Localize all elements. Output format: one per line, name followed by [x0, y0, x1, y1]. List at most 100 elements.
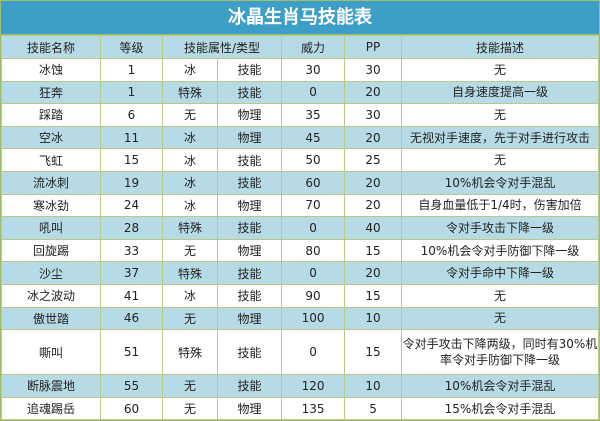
cell-type: 技能 [216, 58, 283, 82]
cell-attr: 冰 [162, 170, 218, 195]
table-row: 狂奔 1 特殊 技能 0 20 自身速度提高一级 [1, 80, 599, 105]
cell-desc: 无 [401, 58, 599, 82]
cell-pp: 20 [344, 80, 403, 105]
cell-type: 物理 [216, 306, 283, 331]
table-row: 踩踏 6 无物理 35 30 无 [1, 103, 599, 127]
cell-power: 80 [281, 238, 346, 263]
cell-attr: 无 [162, 306, 218, 331]
cell-desc: 自身血量低于1/4时，伤害加倍 [401, 193, 599, 218]
table-row: 飞虹 15 冰技能 50 25 无 [1, 148, 599, 172]
cell-type: 技能 [216, 80, 283, 105]
cell-pp: 10 [344, 306, 403, 331]
cell-level: 15 [100, 148, 163, 172]
cell-pp: 30 [344, 58, 403, 82]
cell-type: 物理 [216, 125, 283, 150]
cell-type: 物理 [216, 103, 283, 127]
cell-pp: 30 [344, 103, 403, 127]
header-power: 威力 [281, 35, 346, 59]
cell-pp: 10 [344, 374, 403, 398]
cell-level: 41 [100, 283, 163, 308]
cell-power: 30 [281, 58, 346, 82]
cell-desc: 无 [401, 148, 599, 172]
cell-desc: 令对手命中下降一级 [401, 261, 599, 285]
table-row: 流冰刺 19 冰技能 60 20 10%机会令对手混乱 [1, 170, 599, 195]
cell-type: 技能 [216, 170, 283, 195]
header-name: 技能名称 [1, 35, 101, 59]
cell-level: 51 [100, 329, 163, 376]
cell-attr: 冰 [162, 193, 218, 218]
table-row: 回旋踢 33 无物理 80 15 10%机会令对手防御下降一级 [1, 238, 599, 263]
cell-desc: 无 [401, 306, 599, 331]
cell-desc: 无 [401, 283, 599, 308]
cell-type: 技能 [216, 148, 283, 172]
cell-pp: 20 [344, 193, 403, 218]
cell-name: 飞虹 [1, 148, 101, 172]
cell-name: 吼叫 [1, 216, 101, 240]
cell-name: 寒冰劲 [1, 193, 101, 218]
table-row: 空冰 11 冰物理 45 20 无视对手速度，先于对手进行攻击 [1, 125, 599, 150]
cell-name: 空冰 [1, 125, 101, 150]
cell-type: 技能 [216, 216, 283, 240]
cell-pp: 15 [344, 329, 403, 376]
cell-power: 0 [281, 329, 346, 376]
cell-level: 46 [100, 306, 163, 331]
cell-name: 冰蚀 [1, 58, 101, 82]
cell-level: 6 [100, 103, 163, 127]
cell-attr: 特殊 [162, 80, 218, 105]
cell-attr: 冰 [162, 283, 218, 308]
cell-power: 90 [281, 283, 346, 308]
cell-pp: 20 [344, 170, 403, 195]
cell-desc: 10%机会令对手混乱 [401, 374, 599, 398]
cell-attr: 特殊 [162, 216, 218, 240]
cell-level: 28 [100, 216, 163, 240]
cell-name: 流冰刺 [1, 170, 101, 195]
cell-pp: 20 [344, 125, 403, 150]
table-row: 吼叫 28 特殊 技能 0 40 令对手攻击下降一级 [1, 216, 599, 240]
cell-level: 55 [100, 374, 163, 398]
cell-desc: 自身速度提高一级 [401, 80, 599, 105]
cell-name: 冰之波动 [1, 283, 101, 308]
cell-level: 1 [100, 58, 163, 82]
cell-attr: 特殊 [162, 329, 218, 376]
cell-attr: 冰 [162, 148, 218, 172]
cell-type: 技能 [216, 283, 283, 308]
cell-power: 50 [281, 148, 346, 172]
cell-name: 傲世踏 [1, 306, 101, 331]
cell-desc: 令对手攻击下降一级 [401, 216, 599, 240]
cell-name: 沙尘 [1, 261, 101, 285]
header-desc: 技能描述 [401, 35, 599, 59]
header-attr-type: 技能属性/类型 [161, 35, 283, 59]
cell-type: 技能 [216, 329, 283, 376]
cell-type: 技能 [216, 261, 283, 285]
cell-level: 24 [100, 193, 163, 218]
cell-power: 0 [281, 80, 346, 105]
cell-power: 100 [281, 306, 346, 331]
table-row: 寒冰劲 24 冰物理 70 20 自身血量低于1/4时，伤害加倍 [1, 193, 599, 218]
table-row: 傲世踏 46 无物理 100 10 无 [1, 306, 599, 331]
cell-pp: 15 [344, 238, 403, 263]
cell-type: 物理 [216, 193, 283, 218]
cell-name: 狂奔 [1, 80, 101, 105]
cell-power: 45 [281, 125, 346, 150]
table-row: 冰之波动 41 冰技能 90 15 无 [1, 283, 599, 308]
table-row: 冰蚀 1 冰技能 30 30 无 [1, 58, 599, 82]
header-pp: PP [344, 35, 403, 59]
table-title: 冰晶生肖马技能表 [1, 1, 599, 35]
cell-power: 0 [281, 216, 346, 240]
cell-level: 11 [100, 125, 163, 150]
cell-level: 19 [100, 170, 163, 195]
cell-attr: 冰 [162, 58, 218, 82]
cell-desc: 无 [401, 103, 599, 127]
cell-type: 物理 [216, 238, 283, 263]
cell-name: 断脉震地 [1, 374, 101, 398]
cell-power: 35 [281, 103, 346, 127]
cell-power: 70 [281, 193, 346, 218]
cell-attr: 冰 [162, 125, 218, 150]
cell-level: 37 [100, 261, 163, 285]
cell-attr: 特殊 [162, 261, 218, 285]
cell-desc: 令对手攻击下降两级，同时有30%机率令对手防御下降一级 [401, 329, 599, 376]
cell-attr: 无 [162, 238, 218, 263]
header-row: 技能名称 等级 技能属性/类型 威力 PP 技能描述 [1, 35, 599, 59]
cell-name: 嘶叫 [1, 329, 101, 376]
